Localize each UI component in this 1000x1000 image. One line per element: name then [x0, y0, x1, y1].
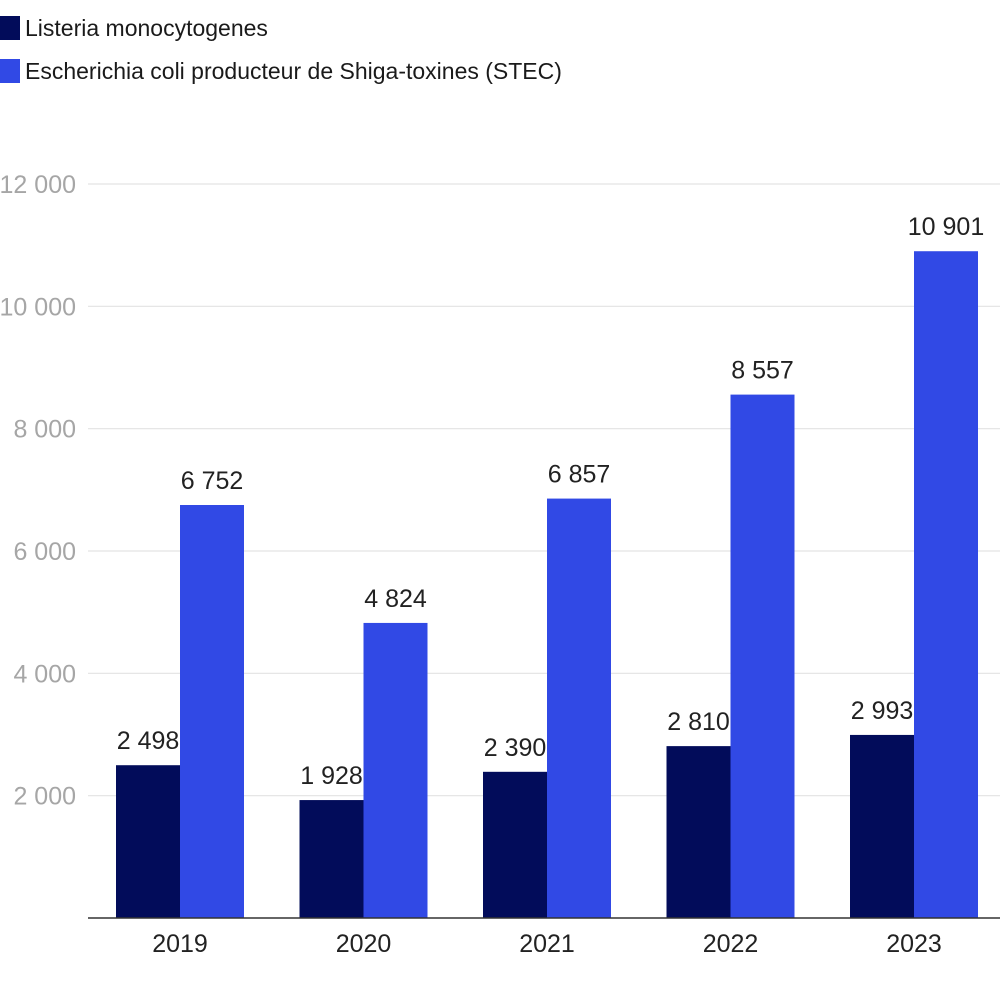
x-tick-label: 2023: [886, 930, 942, 958]
legend-swatch: [0, 59, 20, 83]
data-label: 10 901: [908, 213, 984, 241]
x-tick-label: 2021: [519, 930, 575, 958]
data-label: 8 557: [731, 357, 794, 385]
data-label: 2 810: [667, 708, 730, 736]
bar: [914, 251, 978, 918]
bar: [180, 505, 244, 918]
bar: [116, 765, 180, 918]
bar: [363, 622, 428, 918]
data-labels: 2 498 6 752 1 928 4 824 2 390 6 857 2 810 8 557…: [117, 213, 985, 790]
bar: [299, 800, 364, 918]
y-tick-label: 8 000: [13, 416, 76, 444]
y-tick-label: 4 000: [13, 660, 76, 688]
bar: [850, 734, 914, 918]
legend-swatch: [0, 16, 20, 40]
data-label: 6 752: [181, 467, 244, 495]
y-tick-label: 12 000: [0, 171, 76, 199]
data-label: 4 824: [364, 585, 427, 613]
y-tick-label: 10 000: [0, 293, 76, 321]
y-tick-label: 2 000: [13, 783, 76, 811]
data-label: 2 498: [117, 727, 180, 755]
x-tick-label: 2022: [703, 930, 759, 958]
x-tick-label: 2019: [152, 930, 208, 958]
x-tick-label: 2020: [336, 930, 392, 958]
data-label: 2 390: [484, 734, 547, 762]
legend-label: Escherichia coli producteur de Shiga-tox…: [25, 58, 562, 84]
y-axis-ticks: 2 000 4 000 6 000 8 000 10 000 12 000: [0, 171, 76, 811]
data-label: 1 928: [300, 762, 363, 790]
bar: [483, 771, 547, 918]
x-axis-ticks: 2019 2020 2021 2022 2023: [152, 930, 942, 958]
legend-label: Listeria monocytogenes: [25, 15, 268, 41]
legend: Listeria monocytogenes Escherichia coli p…: [0, 15, 562, 84]
data-label: 2 993: [851, 697, 914, 725]
bar: [547, 498, 611, 918]
bars: [116, 251, 978, 919]
y-tick-label: 6 000: [13, 538, 76, 566]
data-label: 6 857: [548, 461, 611, 489]
bar: [666, 746, 731, 918]
bar: [730, 394, 795, 919]
